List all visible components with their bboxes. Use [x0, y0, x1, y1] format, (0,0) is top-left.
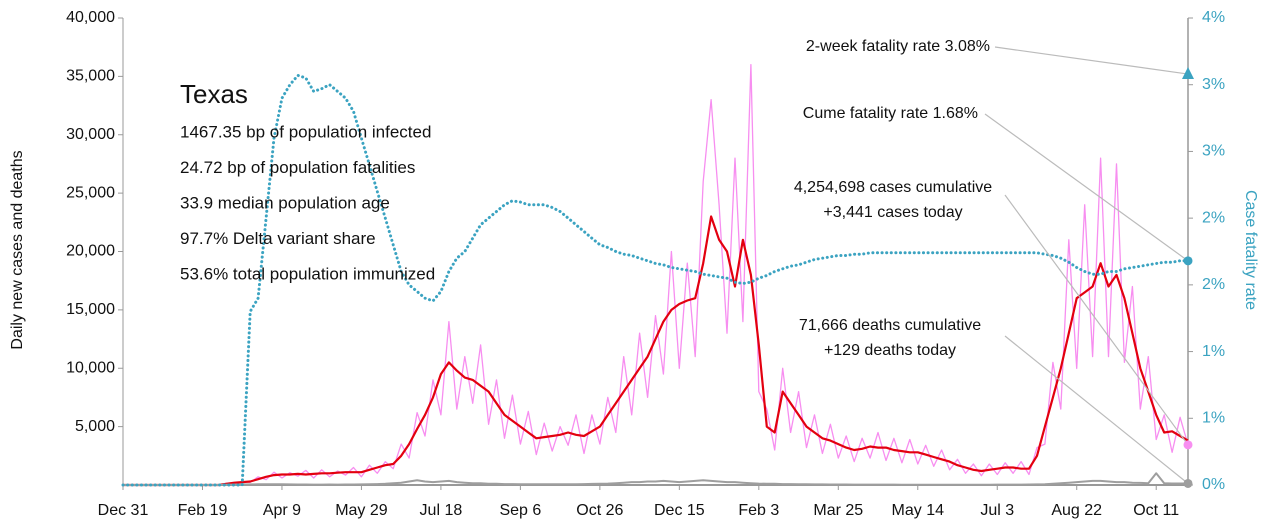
annotation-text: 4,254,698 cases cumulative	[794, 179, 992, 196]
series-line	[123, 215, 1189, 487]
y-tick-label: 30,000	[66, 126, 115, 143]
rate-line	[121, 73, 1190, 487]
y-tick-label: 15,000	[66, 301, 115, 318]
annotation-marker	[1183, 256, 1193, 266]
annotation-text: 2-week fatality rate 3.08%	[806, 38, 990, 55]
x-tick-label: Feb 3	[738, 502, 779, 519]
y2-tick-label: 1%	[1202, 343, 1225, 360]
y2-axis-title: Case fatality rate	[1242, 190, 1259, 310]
annotation-text: +129 deaths today	[824, 342, 956, 359]
y-tick-label: 5,000	[75, 418, 115, 435]
y2-tick-label: 2%	[1202, 209, 1225, 226]
leader-line	[1004, 335, 1189, 484]
annotation-marker	[1182, 67, 1194, 80]
y-tick-label: 40,000	[66, 9, 115, 26]
x-tick-label: May 29	[335, 502, 388, 519]
x-tick-label: Dec 31	[98, 502, 149, 519]
y-tick-label: 10,000	[66, 359, 115, 376]
x-tick-label: Jul 3	[980, 502, 1014, 519]
y2-tick-label: 0%	[1202, 476, 1225, 493]
y2-tick-label: 4%	[1202, 9, 1225, 26]
y2-tick-label: 1%	[1202, 410, 1225, 427]
x-tick-label: Dec 15	[654, 502, 705, 519]
x-tick-label: Apr 9	[263, 502, 301, 519]
annotation-text: +3,441 cases today	[823, 204, 962, 221]
series-line	[123, 472, 1188, 486]
annotation-marker	[1183, 478, 1193, 488]
y-axis-title: Daily new cases and deaths	[9, 150, 26, 349]
annotation-marker	[1183, 440, 1193, 450]
x-tick-label: Aug 22	[1051, 502, 1102, 519]
y2-tick-label: 2%	[1202, 276, 1225, 293]
info-line: 1467.35 bp of population infected	[180, 122, 431, 141]
x-tick-label: Feb 19	[178, 502, 228, 519]
y2-tick-label: 3%	[1202, 76, 1225, 93]
leader-line	[994, 46, 1189, 75]
info-line: 24.72 bp of population fatalities	[180, 158, 415, 177]
info-line: 97.7% Delta variant share	[180, 229, 376, 248]
info-title: Texas	[180, 79, 248, 109]
x-tick-label: Sep 6	[499, 502, 541, 519]
x-tick-label: Oct 26	[576, 502, 623, 519]
y-tick-label: 25,000	[66, 184, 115, 201]
annotation-text: Cume fatality rate 1.68%	[803, 105, 978, 122]
info-line: 33.9 median population age	[180, 193, 390, 212]
x-tick-label: Jul 18	[420, 502, 463, 519]
y2-tick-label: 3%	[1202, 143, 1225, 160]
leader-line	[984, 113, 1189, 262]
leader-line	[1004, 194, 1189, 446]
annotation-text: 71,666 deaths cumulative	[799, 317, 981, 334]
y-tick-label: 35,000	[66, 68, 115, 85]
x-tick-label: May 14	[892, 502, 945, 519]
y-tick-label: 20,000	[66, 243, 115, 260]
x-tick-label: Mar 25	[813, 502, 863, 519]
info-line: 53.6% total population immunized	[180, 264, 435, 283]
x-tick-label: Oct 11	[1133, 502, 1179, 519]
